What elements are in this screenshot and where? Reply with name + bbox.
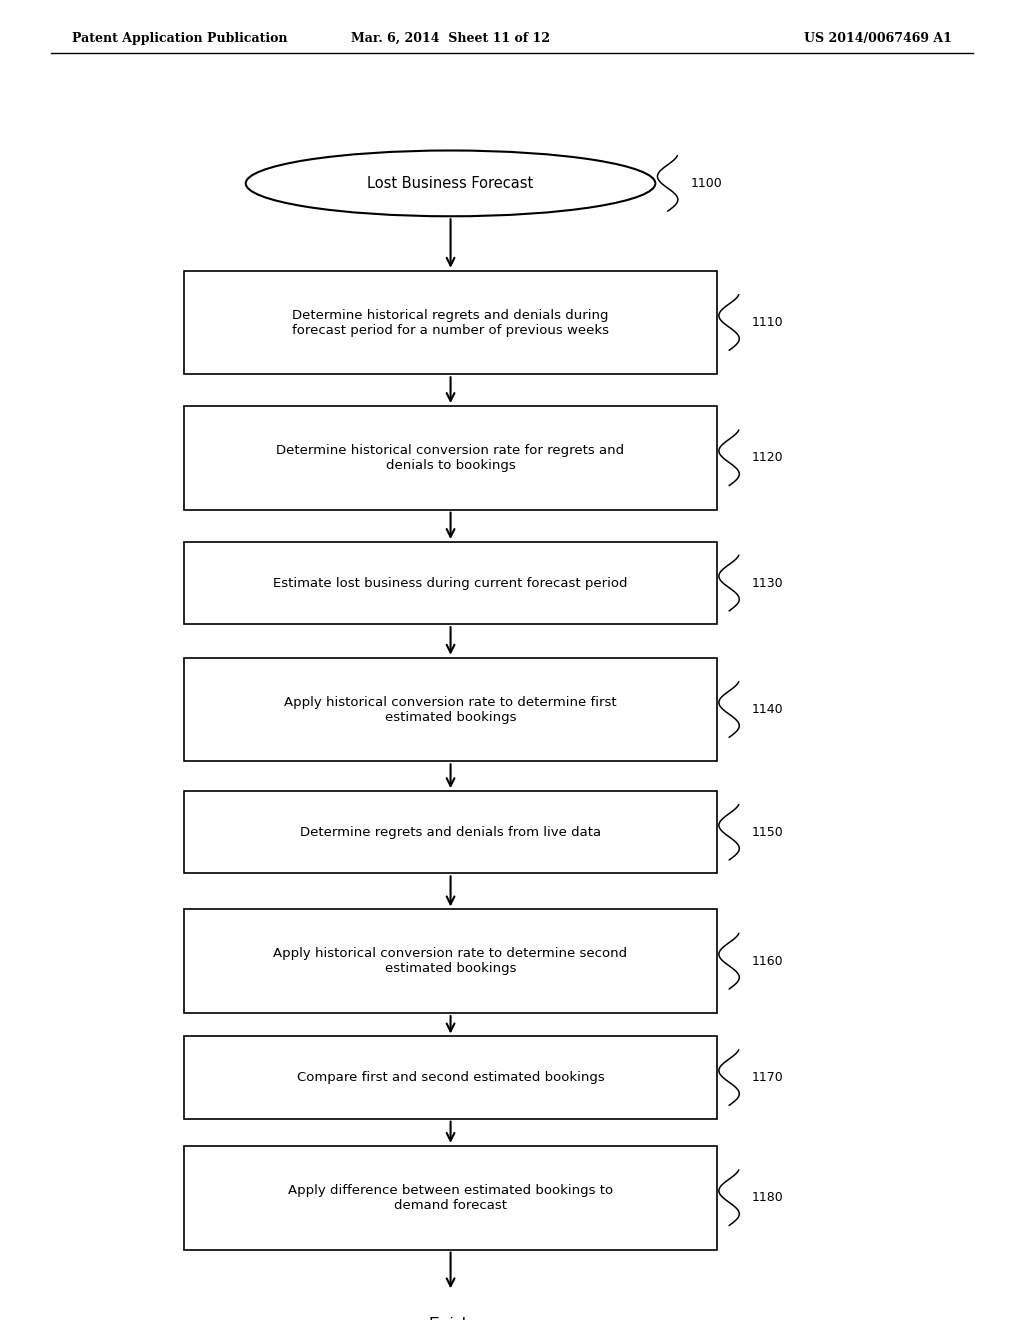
Text: Determine historical regrets and denials during
forecast period for a number of : Determine historical regrets and denials… [292,309,609,337]
Text: Compare first and second estimated bookings: Compare first and second estimated booki… [297,1071,604,1084]
FancyBboxPatch shape [184,657,717,762]
FancyBboxPatch shape [184,407,717,510]
Text: Apply difference between estimated bookings to
demand forecast: Apply difference between estimated booki… [288,1184,613,1212]
Text: Finish: Finish [429,1316,472,1320]
Text: 1120: 1120 [752,451,783,465]
Ellipse shape [246,150,655,216]
Text: Fig. 11: Fig. 11 [424,1220,477,1233]
FancyBboxPatch shape [184,543,717,624]
Text: Mar. 6, 2014  Sheet 11 of 12: Mar. 6, 2014 Sheet 11 of 12 [351,32,550,45]
Text: Patent Application Publication: Patent Application Publication [72,32,287,45]
Text: 1130: 1130 [752,577,783,590]
Text: 1140: 1140 [752,704,783,715]
Text: US 2014/0067469 A1: US 2014/0067469 A1 [805,32,952,45]
Text: 1150: 1150 [752,826,783,838]
Text: Estimate lost business during current forecast period: Estimate lost business during current fo… [273,577,628,590]
Text: Apply historical conversion rate to determine second
estimated bookings: Apply historical conversion rate to dete… [273,948,628,975]
Text: Determine regrets and denials from live data: Determine regrets and denials from live … [300,826,601,838]
FancyBboxPatch shape [184,1036,717,1118]
Text: 1160: 1160 [752,954,783,968]
FancyBboxPatch shape [184,1146,717,1250]
Text: Apply historical conversion rate to determine first
estimated bookings: Apply historical conversion rate to dete… [285,696,616,723]
Text: Lost Business Forecast: Lost Business Forecast [368,176,534,191]
Text: 1100: 1100 [690,177,722,190]
Text: 1180: 1180 [752,1191,783,1204]
Text: Determine historical conversion rate for regrets and
denials to bookings: Determine historical conversion rate for… [276,444,625,471]
FancyBboxPatch shape [184,791,717,874]
Text: 1170: 1170 [752,1071,783,1084]
Text: 1110: 1110 [752,315,783,329]
FancyBboxPatch shape [184,909,717,1012]
FancyBboxPatch shape [184,271,717,375]
Ellipse shape [297,1291,604,1320]
